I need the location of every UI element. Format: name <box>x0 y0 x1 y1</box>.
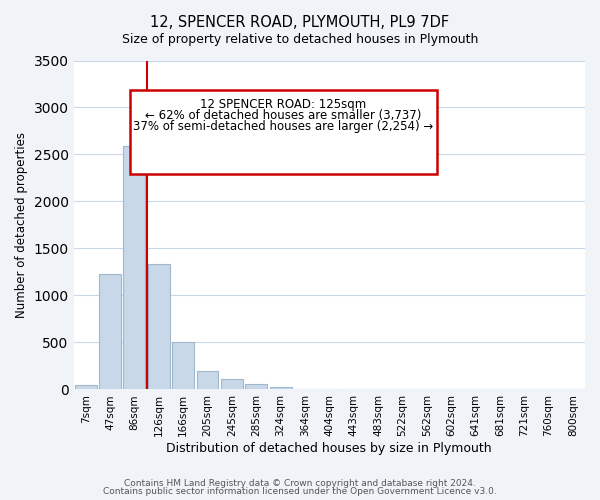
Bar <box>124 146 145 390</box>
Bar <box>99 274 121 390</box>
Bar <box>148 264 170 390</box>
Bar <box>172 342 194 390</box>
Y-axis label: Number of detached properties: Number of detached properties <box>15 132 28 318</box>
Text: Size of property relative to detached houses in Plymouth: Size of property relative to detached ho… <box>122 32 478 46</box>
Text: Contains HM Land Registry data © Crown copyright and database right 2024.: Contains HM Land Registry data © Crown c… <box>124 478 476 488</box>
Bar <box>245 384 267 390</box>
Text: Contains public sector information licensed under the Open Government Licence v3: Contains public sector information licen… <box>103 487 497 496</box>
Bar <box>75 385 97 390</box>
Text: ← 62% of detached houses are smaller (3,737): ← 62% of detached houses are smaller (3,… <box>145 109 421 122</box>
Bar <box>269 386 292 390</box>
Bar <box>221 379 243 390</box>
FancyBboxPatch shape <box>130 90 437 174</box>
X-axis label: Distribution of detached houses by size in Plymouth: Distribution of detached houses by size … <box>166 442 492 455</box>
Bar <box>197 370 218 390</box>
Text: 12 SPENCER ROAD: 125sqm: 12 SPENCER ROAD: 125sqm <box>200 98 367 112</box>
Text: 12, SPENCER ROAD, PLYMOUTH, PL9 7DF: 12, SPENCER ROAD, PLYMOUTH, PL9 7DF <box>151 15 449 30</box>
Text: 37% of semi-detached houses are larger (2,254) →: 37% of semi-detached houses are larger (… <box>133 120 433 133</box>
